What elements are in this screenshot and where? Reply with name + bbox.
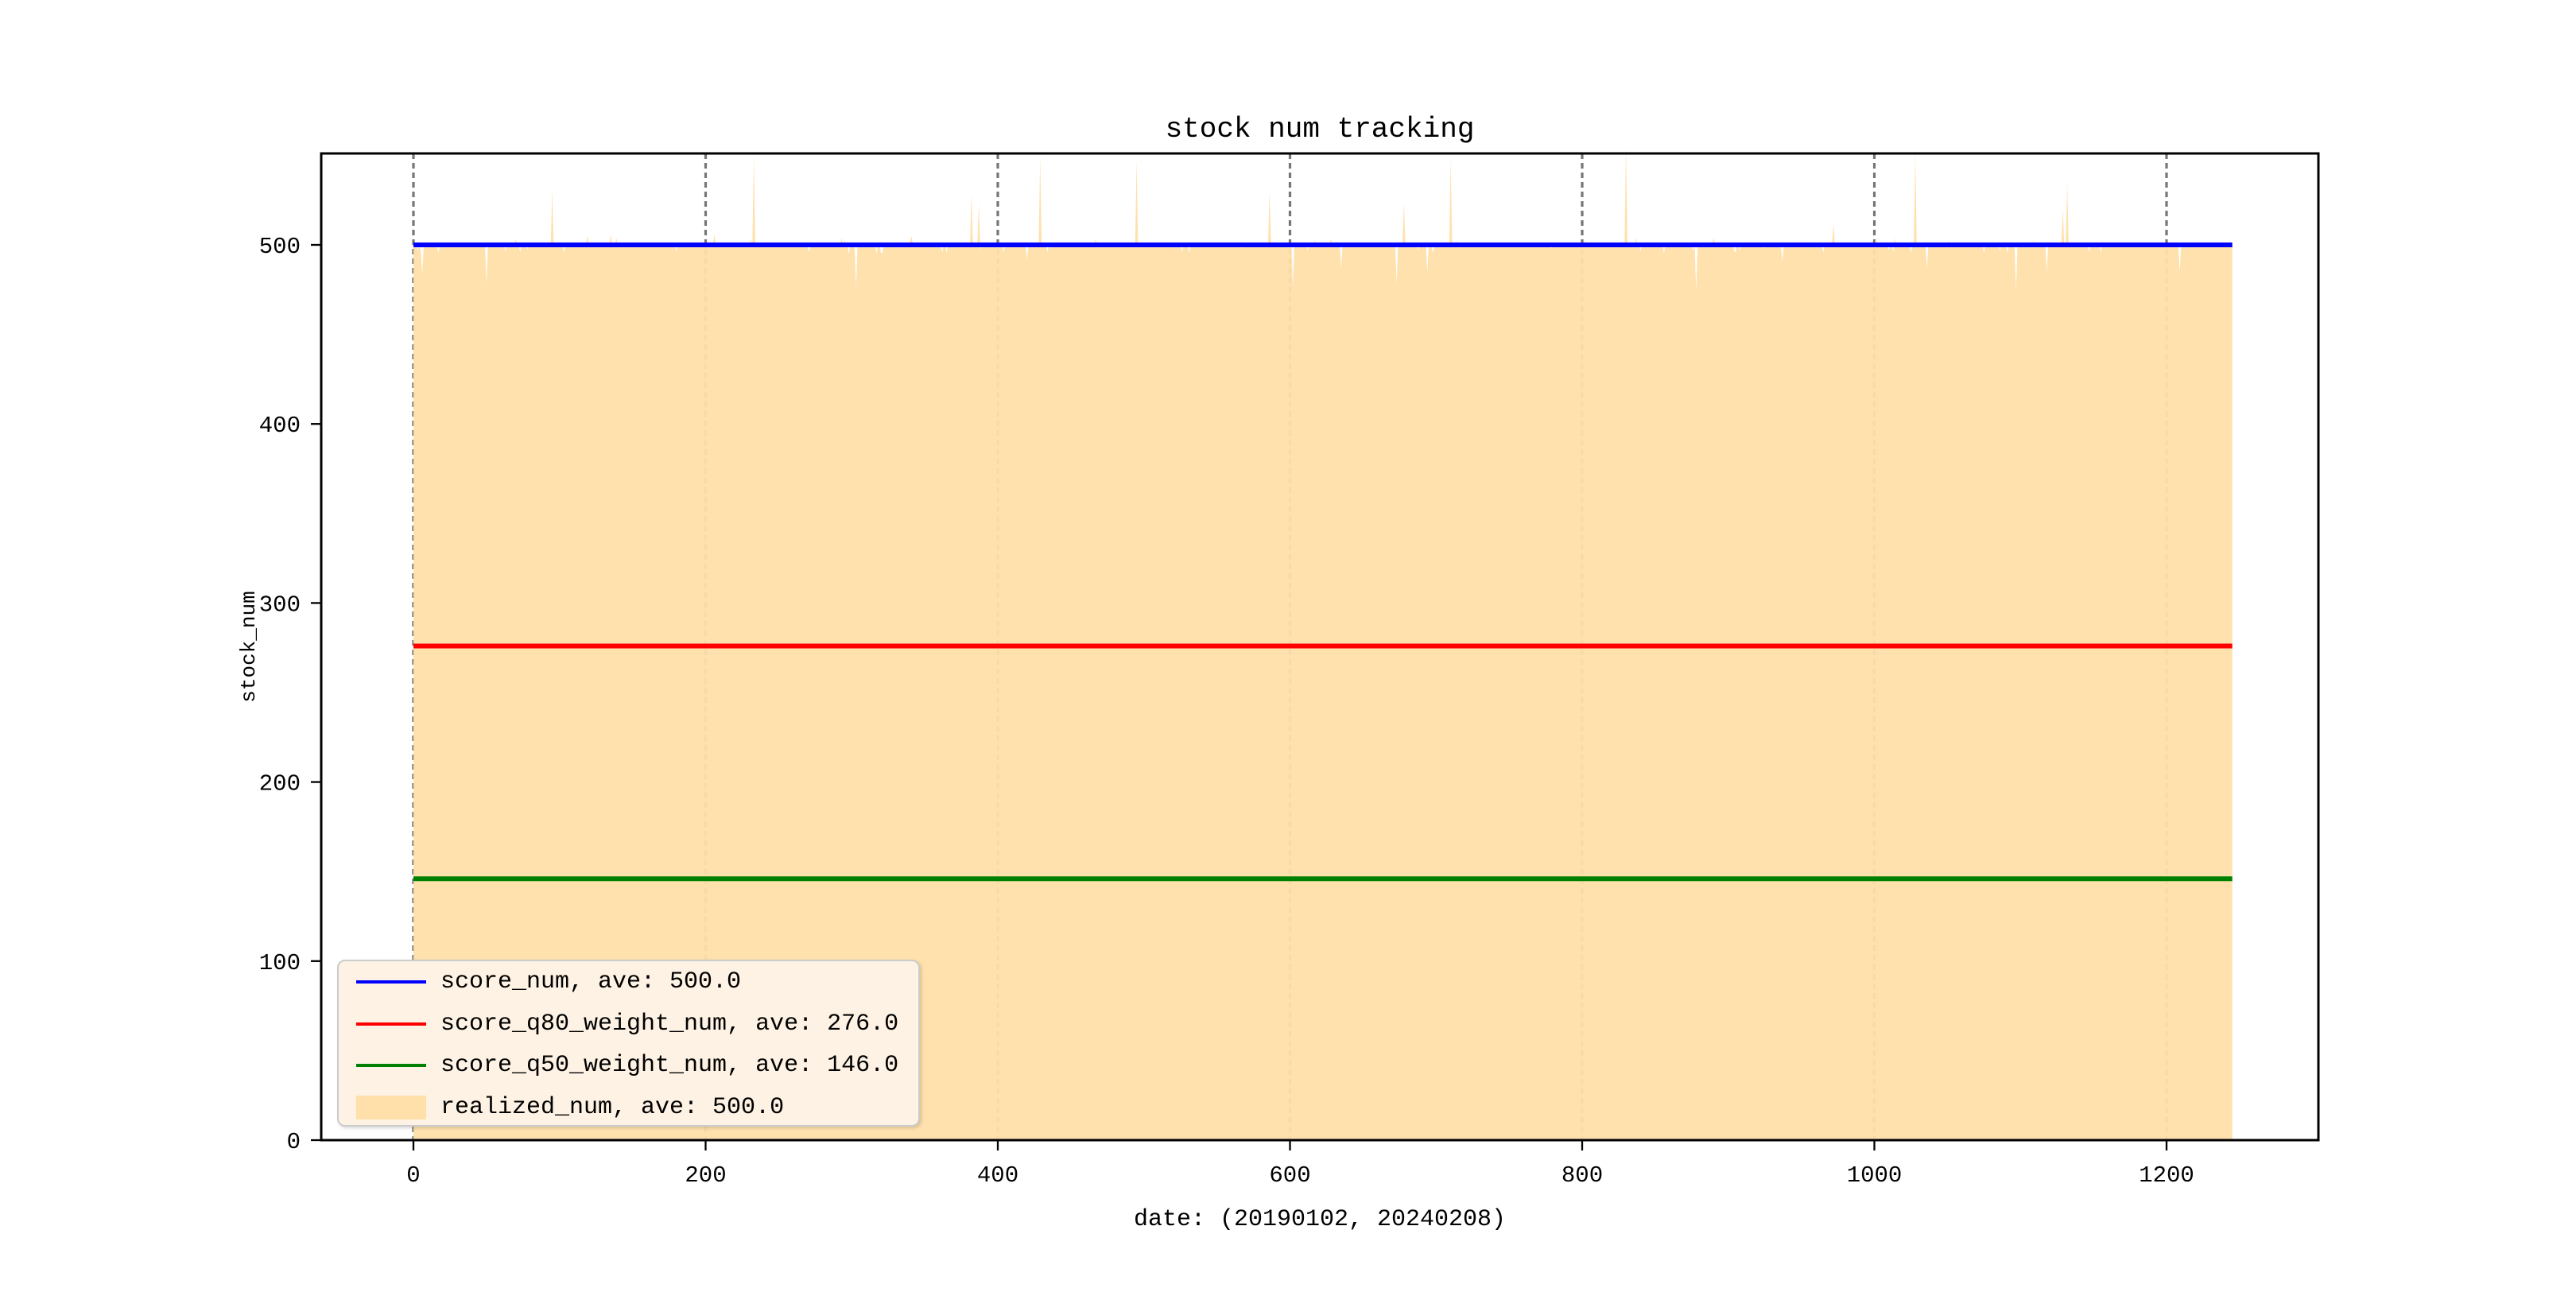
- svg-text:300: 300: [259, 592, 301, 618]
- svg-text:100: 100: [259, 950, 301, 976]
- svg-text:400: 400: [259, 413, 301, 439]
- svg-text:200: 200: [259, 771, 301, 797]
- svg-text:stock_num: stock_num: [237, 591, 261, 702]
- svg-text:1200: 1200: [2139, 1162, 2194, 1189]
- svg-text:0: 0: [287, 1129, 301, 1155]
- svg-text:600: 600: [1269, 1162, 1310, 1189]
- svg-text:400: 400: [977, 1162, 1018, 1189]
- svg-text:800: 800: [1562, 1162, 1603, 1189]
- svg-text:stock num tracking: stock num tracking: [1166, 113, 1475, 145]
- svg-text:200: 200: [685, 1162, 726, 1189]
- svg-text:date: (20190102, 20240208): date: (20190102, 20240208): [1134, 1206, 1506, 1233]
- svg-text:0: 0: [406, 1162, 420, 1189]
- svg-text:1000: 1000: [1847, 1162, 1903, 1189]
- svg-text:500: 500: [259, 234, 301, 260]
